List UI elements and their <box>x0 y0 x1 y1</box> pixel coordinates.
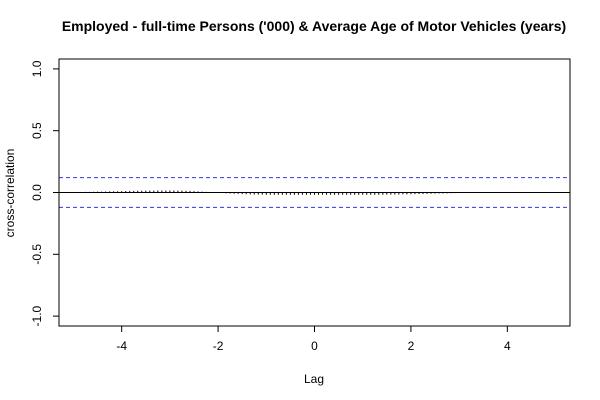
x-tick-label: 4 <box>504 339 511 353</box>
y-axis: -1.0 -0.5 0.0 0.5 1.0 <box>30 60 60 326</box>
x-tick-label: 0 <box>311 339 318 353</box>
y-axis-title: cross-correlation <box>3 149 17 238</box>
y-tick-label: 0.5 <box>30 122 44 139</box>
plot-area <box>58 58 571 327</box>
confidence-bounds <box>59 177 570 208</box>
x-axis-title: Lag <box>304 372 324 386</box>
chart-title: Employed - full-time Persons ('000) & Av… <box>62 18 566 34</box>
y-tick-label: 1.0 <box>30 60 44 77</box>
x-tick-label: -2 <box>213 339 224 353</box>
y-tick-label: 0.0 <box>30 184 44 201</box>
y-tick-label: -1.0 <box>30 305 44 326</box>
x-axis: -4 -2 0 2 4 <box>116 325 511 353</box>
x-tick-label: 2 <box>408 339 415 353</box>
x-tick-label: -4 <box>116 339 127 353</box>
y-tick-label: -0.5 <box>30 244 44 265</box>
